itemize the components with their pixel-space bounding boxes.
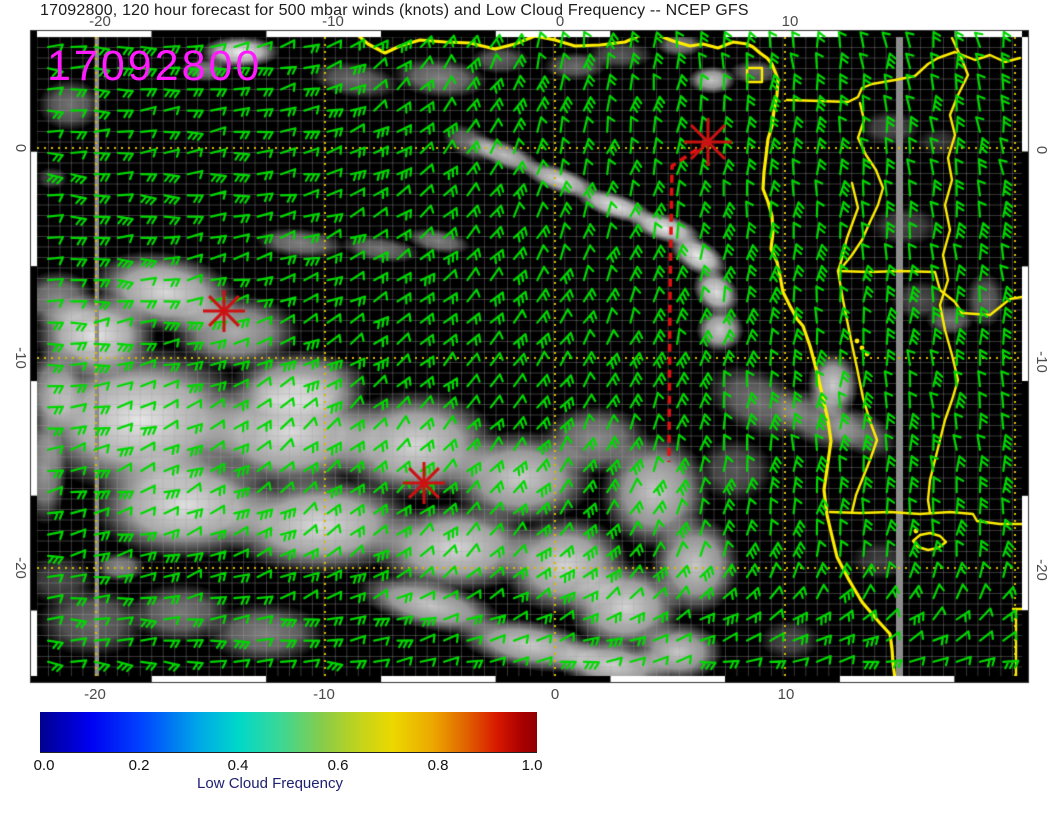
colorbar-gradient xyxy=(40,712,537,753)
colorbar-caption: Low Cloud Frequency xyxy=(197,775,343,792)
figure-title: 17092800, 120 hour forecast for 500 mbar… xyxy=(40,2,749,19)
axis-tick-label: 10 xyxy=(777,686,795,703)
axis-tick-label: -10 xyxy=(322,13,344,30)
colorbar-tick-label: 1.0 xyxy=(521,757,543,774)
colorbar-tick-label: 0.8 xyxy=(427,757,449,774)
colorbar-tick-label: 0.2 xyxy=(128,757,150,774)
axis-tick-label: -20 xyxy=(89,13,111,30)
axis-tick-label: 0 xyxy=(1033,145,1050,155)
axis-tick-label: -20 xyxy=(84,686,106,703)
axis-tick-label: 0 xyxy=(550,686,560,703)
axis-tick-label: -20 xyxy=(12,557,29,579)
axis-tick-label: 0 xyxy=(12,143,29,153)
axis-tick-label: 0 xyxy=(555,13,565,30)
axis-tick-label: -20 xyxy=(1033,559,1050,581)
axis-tick-label: -10 xyxy=(1033,351,1050,373)
colorbar-tick-label: 0.0 xyxy=(33,757,55,774)
axis-tick-label: -10 xyxy=(313,686,335,703)
axis-tick-label: 10 xyxy=(781,13,799,30)
colorbar-tick-label: 0.6 xyxy=(327,757,349,774)
axis-tick-label: -10 xyxy=(12,347,29,369)
colorbar-tick-label: 0.4 xyxy=(227,757,249,774)
forecast-datestamp: 17092800 xyxy=(47,42,263,90)
